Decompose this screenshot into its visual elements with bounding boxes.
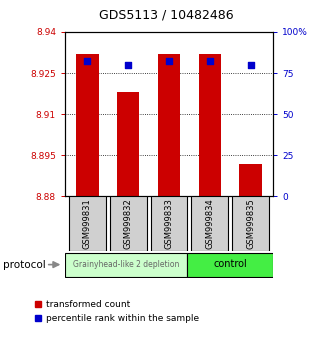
Bar [187,253,273,276]
Text: GSM999833: GSM999833 [165,199,173,249]
Text: Grainyhead-like 2 depletion: Grainyhead-like 2 depletion [73,259,179,269]
Text: GSM999832: GSM999832 [124,199,133,249]
Text: GSM999831: GSM999831 [83,199,92,249]
Point [85,59,90,64]
Text: GDS5113 / 10482486: GDS5113 / 10482486 [99,9,234,22]
Bar [117,92,140,196]
Point [166,59,172,64]
Text: GSM999834: GSM999834 [205,199,214,249]
Text: GSM999835: GSM999835 [246,199,255,249]
Point [248,62,253,68]
Bar [191,196,228,251]
Text: control: control [213,259,247,269]
Point [207,59,212,64]
Bar [158,54,180,196]
Bar [110,196,147,251]
Point [126,62,131,68]
Bar [232,196,269,251]
Bar [198,54,221,196]
Bar [65,253,187,276]
Bar [239,164,262,196]
Text: protocol: protocol [3,259,46,270]
Bar [151,196,187,251]
Bar [69,196,106,251]
Legend: transformed count, percentile rank within the sample: transformed count, percentile rank withi… [35,301,199,323]
Bar [76,54,99,196]
